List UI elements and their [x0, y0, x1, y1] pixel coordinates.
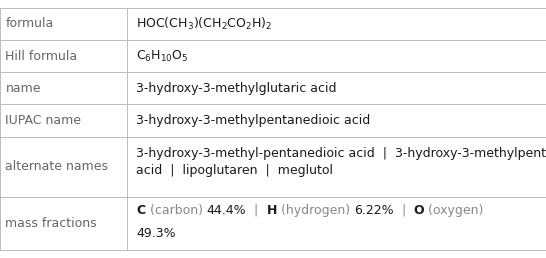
- Text: mass fractions: mass fractions: [5, 217, 97, 230]
- Text: (carbon): (carbon): [146, 204, 206, 217]
- Text: 49.3%: 49.3%: [136, 227, 176, 240]
- Text: formula: formula: [5, 17, 54, 30]
- Text: C$_6$H$_{10}$O$_5$: C$_6$H$_{10}$O$_5$: [136, 49, 189, 63]
- Text: 6.22%: 6.22%: [354, 204, 394, 217]
- Text: |: |: [246, 204, 266, 217]
- Text: 3-hydroxy-3-methylglutaric acid: 3-hydroxy-3-methylglutaric acid: [136, 82, 337, 95]
- Text: IUPAC name: IUPAC name: [5, 114, 81, 127]
- Text: alternate names: alternate names: [5, 160, 109, 173]
- Text: H: H: [266, 204, 277, 217]
- Text: 44.4%: 44.4%: [206, 204, 246, 217]
- Text: (oxygen): (oxygen): [424, 204, 484, 217]
- Text: |: |: [394, 204, 414, 217]
- Text: 3-hydroxy-3-methyl-pentanedioic acid  |  3-hydroxy-3-methylpentanedioic acid  | : 3-hydroxy-3-methyl-pentanedioic acid | 3…: [136, 147, 546, 178]
- Text: name: name: [5, 82, 41, 95]
- Text: 3-hydroxy-3-methylpentanedioic acid: 3-hydroxy-3-methylpentanedioic acid: [136, 114, 371, 127]
- Text: C: C: [136, 204, 146, 217]
- Text: (hydrogen): (hydrogen): [277, 204, 354, 217]
- Text: Hill formula: Hill formula: [5, 50, 78, 62]
- Text: O: O: [414, 204, 424, 217]
- Text: HOC(CH$_3$)(CH$_2$CO$_2$H)$_2$: HOC(CH$_3$)(CH$_2$CO$_2$H)$_2$: [136, 16, 273, 32]
